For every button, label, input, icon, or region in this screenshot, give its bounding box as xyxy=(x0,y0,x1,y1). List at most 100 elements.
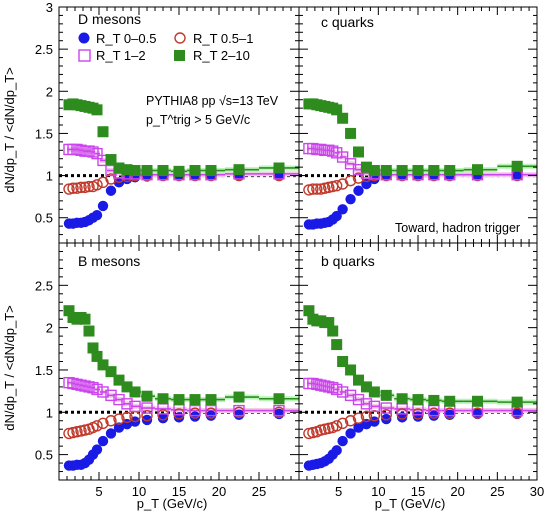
point-rt-1-2-1-1 xyxy=(307,142,319,155)
legend-label-rt-2-10: R_T 2–10 xyxy=(193,48,250,63)
point-rt-2-10-0-7 xyxy=(91,104,103,116)
point-rt-2-10-1-13 xyxy=(380,165,392,177)
point-rt-1-2-2-7 xyxy=(91,383,103,396)
point-rt-2-10-3-14 xyxy=(396,393,408,405)
x-tick-label-2-3: 20 xyxy=(212,484,226,499)
point-rt-05-1-2-8 xyxy=(97,417,109,429)
point-rt-2-10-0-8 xyxy=(97,126,109,138)
point-rt-0-05-1-19 xyxy=(511,170,523,181)
point-rt-1-2-1-3 xyxy=(315,143,327,156)
panel-label-b-quarks: b quarks xyxy=(321,253,375,269)
plot-area-2 xyxy=(59,305,299,471)
point-rt-05-1-1-5 xyxy=(323,181,335,194)
labels-layer: D mesons c quarks B mesons b quarks PYTH… xyxy=(2,11,520,511)
info-line-2: p_T^trig > 5 GeV/c xyxy=(146,113,250,127)
point-rt-1-2-1-7 xyxy=(330,147,343,159)
x-tick-label-2-1: 10 xyxy=(132,484,146,499)
point-rt-2-10-2-4 xyxy=(79,313,91,325)
corner-label: Toward, hadron trigger xyxy=(395,221,520,235)
point-rt-1-2-3-12 xyxy=(368,400,381,413)
x-tick-label-3-0: 5 xyxy=(335,484,342,499)
y-tick-label-0-3: 2 xyxy=(46,84,53,99)
point-rt-1-2-3-5 xyxy=(323,381,335,393)
x-tick-label-2-2: 15 xyxy=(172,484,186,499)
y-tick-label-0-0: 0.5 xyxy=(35,211,53,226)
point-rt-2-10-1-16 xyxy=(428,165,440,177)
point-rt-2-10-2-9 xyxy=(105,366,117,378)
point-rt-2-10-0-17 xyxy=(205,165,217,177)
point-rt-05-1-3-11 xyxy=(360,410,373,423)
point-rt-2-10-3-6 xyxy=(327,325,339,337)
point-rt-2-10-0-19 xyxy=(273,162,285,174)
point-rt-2-10-1-14 xyxy=(396,165,408,177)
point-rt-05-1-0-9 xyxy=(105,173,117,185)
y-tick-label-0-1: 1 xyxy=(46,169,53,184)
legend-marker-rt-2-10 xyxy=(174,50,185,61)
point-rt-05-1-0-5 xyxy=(83,180,95,193)
point-rt-2-10-2-7 xyxy=(91,350,103,362)
point-rt-05-1-1-2 xyxy=(311,183,323,195)
point-rt-0-05-3-15 xyxy=(412,411,424,422)
point-rt-0-05-3-7 xyxy=(331,445,342,456)
point-rt-1-2-1-9 xyxy=(344,158,357,170)
point-rt-1-2-2-12 xyxy=(129,400,141,413)
point-rt-1-2-3-9 xyxy=(344,389,357,402)
point-rt-0-05-3-9 xyxy=(345,428,356,439)
point-rt-2-10-3-10 xyxy=(353,374,364,386)
panel-label-d-mesons: D mesons xyxy=(78,11,141,27)
point-rt-2-10-0-15 xyxy=(173,165,185,177)
point-rt-2-10-2-11 xyxy=(121,381,133,393)
point-rt-2-10-2-15 xyxy=(173,394,185,406)
point-rt-2-10-2-12 xyxy=(129,386,141,398)
point-rt-2-10-2-13 xyxy=(141,390,153,402)
point-rt-0-05-0-8 xyxy=(97,200,109,212)
point-rt-0-05-3-13 xyxy=(381,413,392,425)
point-rt-2-10-2-19 xyxy=(273,393,285,405)
point-rt-2-10-1-7 xyxy=(331,104,343,116)
point-rt-2-10-3-8 xyxy=(337,356,349,367)
y-tick-label-0-4: 2.5 xyxy=(35,42,53,57)
point-rt-05-1-2-14 xyxy=(157,409,169,421)
y-axis-label-top: dN/dp_T / <dN/dp_T> xyxy=(2,67,17,193)
point-rt-05-1-3-0 xyxy=(303,427,315,440)
point-rt-0-05-0-7 xyxy=(91,209,103,221)
point-rt-1-2-3-11 xyxy=(360,398,373,410)
panel-1 xyxy=(298,6,538,244)
point-rt-05-1-2-1 xyxy=(67,426,79,439)
point-rt-05-1-2-0 xyxy=(63,427,75,440)
point-rt-2-10-2-18 xyxy=(233,391,245,403)
point-rt-2-10-0-12 xyxy=(129,165,141,177)
point-rt-2-10-0-18 xyxy=(233,164,245,176)
point-rt-0-05-0-9 xyxy=(105,185,117,196)
point-rt-2-10-0-13 xyxy=(141,165,153,177)
plot-area-0 xyxy=(59,98,299,229)
point-rt-05-1-2-7 xyxy=(91,420,103,432)
point-rt-05-1-3-8 xyxy=(336,417,349,429)
point-rt-2-10-2-8 xyxy=(97,359,109,371)
point-rt-05-1-3-5 xyxy=(323,422,335,435)
point-rt-0-05-2-18 xyxy=(233,409,245,421)
point-rt-2-10-3-15 xyxy=(412,394,424,406)
panel-label-c-quarks: c quarks xyxy=(321,14,374,30)
point-rt-05-1-2-13 xyxy=(141,409,153,422)
point-rt-1-2-3-8 xyxy=(336,386,349,398)
point-rt-0-05-1-8 xyxy=(337,204,348,215)
point-rt-0-05-2-13 xyxy=(141,414,153,426)
y-tick-label-2-2: 1.5 xyxy=(35,363,53,378)
point-rt-2-10-3-19 xyxy=(511,396,523,408)
y-axis-label-bottom: dN/dp_T / <dN/dp_T> xyxy=(2,305,17,431)
point-rt-2-10-3-12 xyxy=(368,386,380,398)
point-rt-1-2-2-9 xyxy=(105,389,117,402)
point-rt-2-10-3-7 xyxy=(331,339,343,351)
point-rt-2-10-2-5 xyxy=(83,325,95,337)
y-tick-label-2-0: 0.5 xyxy=(35,448,53,463)
point-rt-2-10-1-11 xyxy=(360,161,372,173)
point-rt-05-1-0-4 xyxy=(79,181,91,194)
point-rt-2-10-1-17 xyxy=(444,165,456,177)
point-rt-05-1-3-3 xyxy=(315,424,327,436)
point-rt-2-10-3-13 xyxy=(380,389,392,401)
point-rt-05-1-1-7 xyxy=(330,179,343,192)
point-rt-0-05-1-9 xyxy=(345,193,356,205)
point-rt-05-1-1-3 xyxy=(315,183,327,195)
point-rt-1-2-2-18 xyxy=(233,404,245,417)
